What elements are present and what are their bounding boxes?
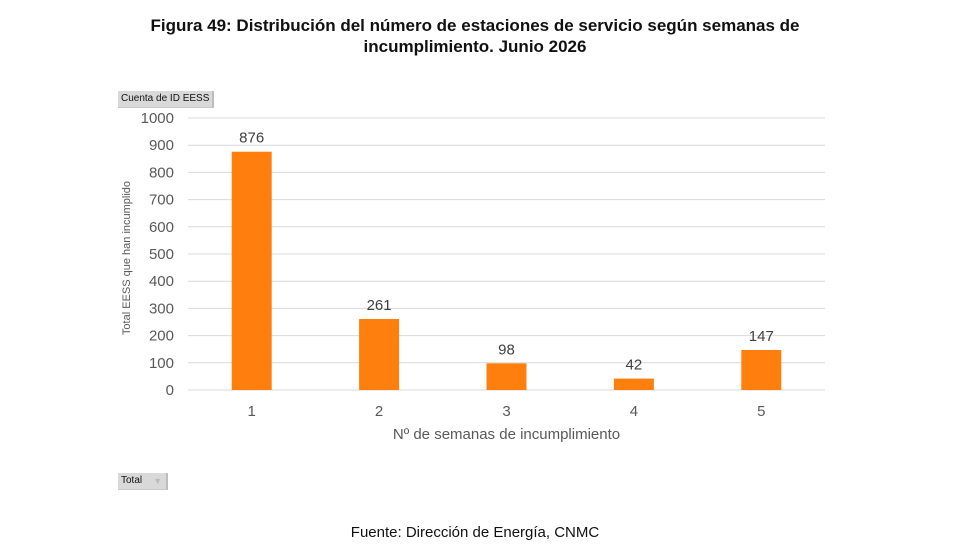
bar — [741, 350, 782, 390]
data-label: 147 — [749, 328, 774, 345]
y-tick-label: 400 — [149, 273, 174, 290]
bar — [486, 363, 527, 390]
x-tick-label: 4 — [630, 403, 638, 420]
x-axis-title: Nº de semanas de incumplimiento — [393, 426, 620, 443]
bar — [613, 378, 654, 390]
y-tick-label: 800 — [149, 164, 174, 181]
filter-field-button[interactable]: Total ▼ — [118, 473, 169, 490]
x-tick-label: 2 — [375, 403, 383, 420]
y-tick-label: 500 — [149, 246, 174, 263]
x-tick-label: 5 — [757, 403, 765, 420]
y-tick-label: 700 — [149, 192, 174, 209]
data-label: 261 — [367, 297, 392, 314]
source-note: Fuente: Dirección de Energía, CNMC — [350, 524, 600, 541]
y-tick-label: 100 — [149, 355, 174, 372]
filter-field-label: Total — [121, 475, 143, 486]
value-field-button[interactable]: Cuenta de ID EESS — [118, 91, 215, 108]
y-tick-label: 0 — [166, 382, 174, 399]
y-tick-label: 300 — [149, 300, 174, 317]
bar — [359, 319, 400, 390]
y-tick-label: 600 — [149, 219, 174, 236]
y-tick-label: 200 — [149, 328, 174, 345]
value-field-label: Cuenta de ID EESS — [121, 93, 210, 104]
data-label: 876 — [239, 130, 264, 147]
data-label: 42 — [626, 357, 643, 374]
y-tick-label: 1000 — [141, 110, 174, 127]
y-tick-label: 900 — [149, 137, 174, 154]
x-tick-label: 3 — [502, 403, 510, 420]
chart-title: Figura 49: Distribución del número de es… — [150, 16, 800, 56]
dropdown-arrow-icon[interactable]: ▼ — [153, 476, 163, 486]
y-axis-title: Total EESS que han incumplido — [121, 181, 133, 335]
bar — [231, 151, 272, 390]
data-label: 98 — [498, 341, 515, 358]
x-tick-label: 1 — [248, 403, 256, 420]
